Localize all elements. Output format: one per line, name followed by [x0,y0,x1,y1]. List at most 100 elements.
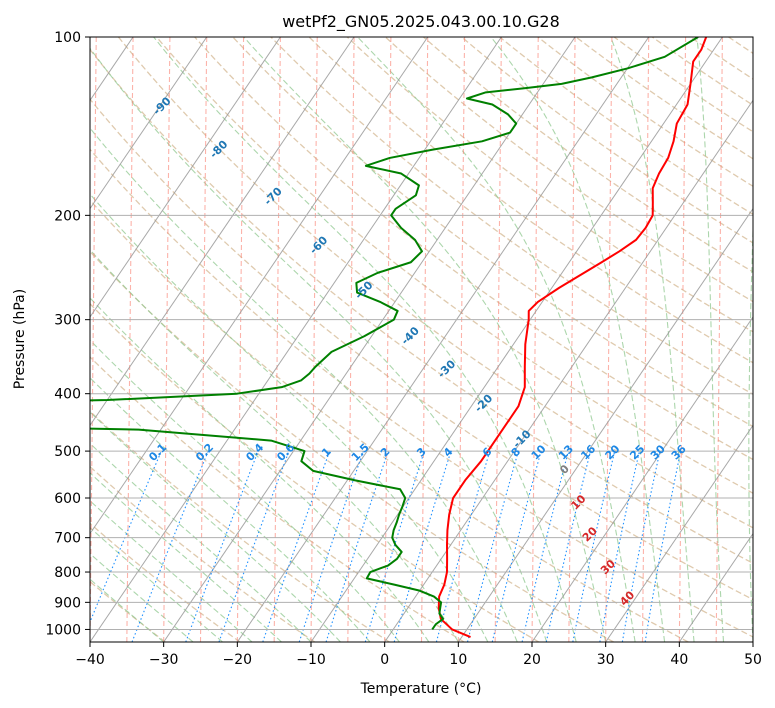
isotherm-line [457,207,753,642]
isohume-line [163,37,171,642]
isotherm-line [678,532,753,642]
dry-adiabat [156,37,753,494]
dry-adiabat [575,37,753,160]
moist-adiabat [696,37,725,642]
moist-adiabat [748,215,753,642]
y-tick-label: 1000 [45,622,81,638]
isohume-line [457,37,466,642]
dry-adiabat [90,148,753,638]
x-tick-label: 0 [380,652,389,668]
moist-adiabat [490,37,666,642]
mixing-ratio-line [599,450,640,642]
mixing-ratio-line [521,450,569,642]
y-tick-label: 200 [54,208,81,224]
moist-adiabat [90,339,400,642]
y-tick-label: 700 [54,531,81,547]
dry-adiabat [90,356,465,642]
isotherm-line [90,37,355,427]
moist-adiabat [90,47,548,642]
moist-adiabat [90,411,341,642]
isotherm-line [310,37,723,642]
isotherm-line [384,99,753,642]
plot-frame [89,36,754,643]
y-tick-label: 500 [54,444,81,460]
mixing-ratio-line [491,450,542,642]
isohume-line [199,37,208,642]
isohume-line [236,37,245,642]
temperature-profile-line [437,37,708,638]
mixing-ratio-line [325,450,389,642]
isohume-line [90,37,97,642]
mixing-ratio-line [572,450,616,642]
dry-adiabat [194,37,753,461]
mixing-ratio-line [621,450,661,642]
dry-adiabat [90,199,689,642]
dry-adiabat [90,410,390,642]
background-reference-lines [90,37,753,642]
x-tick-label: −30 [149,652,179,668]
dry-adiabat [461,37,753,244]
moist-adiabat [90,297,430,642]
x-tick-label: −40 [75,652,105,668]
isohume-line [420,37,429,642]
isotherm-line [163,37,576,642]
moist-adiabat [90,578,165,642]
isotherm-line [605,424,753,642]
isohume-line [347,37,355,642]
y-tick-label: 800 [54,565,81,581]
x-tick-label: 50 [744,652,762,668]
moist-adiabat [90,377,371,642]
isohume-line [678,37,687,642]
y-tick-label: 300 [54,313,81,329]
moist-adiabat [90,249,459,642]
x-tick-label: 10 [449,652,467,668]
y-tick-label: 900 [54,595,81,611]
x-tick-label: 40 [670,652,688,668]
dewpoint-profile-line [90,37,699,631]
isohume-line [568,37,576,642]
mixing-ratio-line [90,450,162,624]
isotherm-line [90,37,208,210]
x-tick-label: 20 [523,652,541,668]
chart-title: wetPf2_GN05.2025.043.00.10.G28 [282,12,560,32]
mixing-ratio-line [644,450,682,642]
isohume-line [494,37,502,642]
mixing-ratio-line [262,450,331,642]
moist-adiabat [90,552,194,642]
isohume-line [605,37,613,642]
moist-adiabat [90,127,518,642]
x-tick-label: 30 [597,652,615,668]
isohume-line [641,37,650,642]
series-layer [90,37,708,638]
y-tick-label: 100 [54,30,81,46]
isohume-line [273,37,281,642]
x-tick-label: −20 [223,652,253,668]
dry-adiabat [308,37,753,364]
moist-adiabat [90,193,489,642]
mixing-ratio-line [364,450,425,642]
isotherm-line [90,37,429,535]
dry-adiabat [232,37,753,428]
y-tick-label: 400 [54,387,81,403]
axes: −40 −30 −20 −10 0 10 20 30 40 50 100 200 300 400 500 60… [45,30,762,668]
moist-adiabat [90,526,223,642]
isohume-line [715,37,723,642]
moist-adiabat [152,37,577,642]
isotherm-line [236,37,650,642]
mixing-ratio-line [298,450,364,642]
isohume-line [384,37,392,642]
isohume-line [126,37,134,642]
moist-adiabat [243,37,607,642]
mixing-ratio-line [393,450,452,642]
dry-adiabat [270,37,753,395]
y-tick-label: 600 [54,491,81,507]
x-tick-label: −10 [296,652,326,668]
isotherm-line [90,37,502,642]
dry-adiabat [537,37,753,188]
moist-adiabat [90,500,253,642]
dry-adiabat [90,522,241,642]
isohume-line [531,37,539,642]
x-axis-title: Temperature (°C) [360,681,482,697]
mixing-ratio-line [435,450,491,642]
